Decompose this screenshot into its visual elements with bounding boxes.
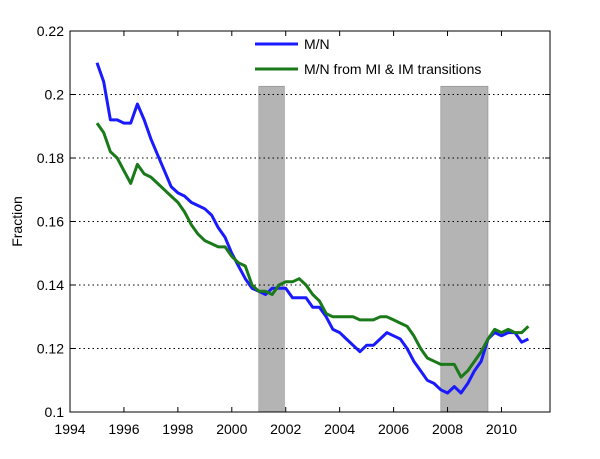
y-tick-label: 0.14 <box>37 277 64 293</box>
gridlines <box>70 94 550 349</box>
x-tick-label: 2010 <box>486 421 517 437</box>
legend-label-1: M/N <box>304 36 330 52</box>
y-tick-label: 0.2 <box>45 87 65 103</box>
y-tick-label: 0.1 <box>45 404 65 420</box>
legend: M/N M/N from MI & IM transitions <box>255 36 481 77</box>
y-axis-ticks: 0.1 0.12 0.14 0.16 0.18 0.2 0.22 <box>37 23 550 420</box>
y-tick-label: 0.16 <box>37 214 64 230</box>
x-tick-label: 2008 <box>432 421 463 437</box>
x-tick-label: 2004 <box>324 421 355 437</box>
x-tick-label: 2000 <box>216 421 247 437</box>
x-tick-label: 1998 <box>162 421 193 437</box>
x-axis-ticks: 1994 1996 1998 2000 2002 2004 2006 2008 2010 <box>54 31 517 437</box>
y-tick-label: 0.22 <box>37 23 64 39</box>
x-tick-label: 2002 <box>270 421 301 437</box>
recession-band-1 <box>258 85 285 413</box>
y-tick-label: 0.18 <box>37 150 64 166</box>
x-tick-label: 1994 <box>54 421 85 437</box>
series-lines <box>95 62 530 395</box>
recession-bands <box>258 85 489 413</box>
recession-band-2 <box>440 85 489 413</box>
y-tick-label: 0.12 <box>37 341 64 357</box>
x-tick-label: 1996 <box>108 421 139 437</box>
y-axis-label: Fraction <box>9 196 25 247</box>
series-line-2 <box>95 122 530 379</box>
series-line-1 <box>95 62 530 395</box>
x-tick-label: 2006 <box>378 421 409 437</box>
legend-label-2: M/N from MI & IM transitions <box>304 61 481 77</box>
